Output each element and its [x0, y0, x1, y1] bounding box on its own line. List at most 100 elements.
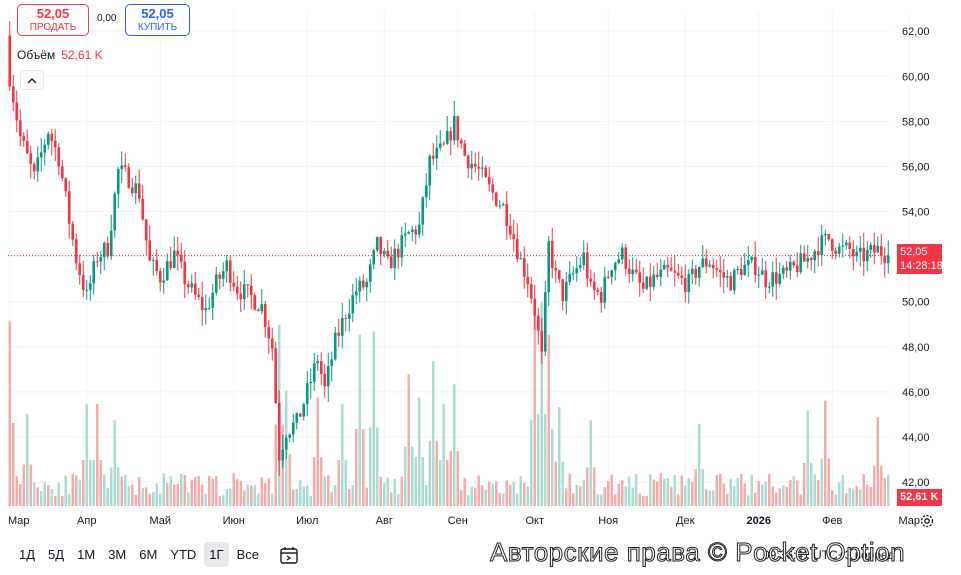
candle	[540, 317, 544, 364]
timeframe-5[interactable]: YTD	[170, 547, 197, 562]
candle	[620, 243, 624, 265]
candle	[221, 262, 225, 287]
volume-bar	[561, 461, 564, 506]
volume-bar	[768, 473, 771, 506]
volume-bar	[862, 474, 865, 506]
volume-bar	[414, 457, 417, 506]
candle	[242, 269, 246, 310]
volume-bar	[110, 467, 113, 506]
candle	[417, 211, 421, 239]
candle	[732, 268, 736, 295]
candle	[771, 261, 775, 297]
candle-body	[29, 153, 33, 164]
candle	[71, 221, 75, 246]
candle	[669, 256, 673, 272]
last-volume-tag: 52,61 K	[897, 489, 942, 506]
candle	[606, 270, 610, 279]
volume-legend-value: 52,61 K	[61, 48, 103, 62]
timeframe-1[interactable]: 5Д	[48, 547, 65, 562]
volume-bar	[747, 495, 750, 506]
volume-bar	[33, 482, 36, 506]
candle	[36, 146, 40, 182]
volume-bar	[257, 493, 260, 506]
volume-bar	[260, 477, 263, 506]
volume-bar	[883, 478, 886, 506]
clock-timezone[interactable]: 09:36:41 UTC+3 ворред	[763, 548, 894, 562]
volume-bar	[869, 487, 872, 506]
candle	[855, 245, 859, 262]
candle	[239, 281, 243, 313]
candle-body	[32, 163, 36, 172]
volume-bar	[85, 403, 88, 506]
volume-bar	[519, 476, 522, 506]
candle	[841, 233, 845, 258]
volume-bar	[684, 485, 687, 506]
candle	[347, 299, 351, 332]
candle	[774, 257, 778, 300]
candle-body	[407, 232, 411, 234]
volume-bar	[19, 484, 22, 506]
volume-bar	[670, 486, 673, 506]
candle	[64, 177, 68, 197]
candle-body	[253, 295, 257, 310]
candle	[781, 264, 785, 280]
candle	[795, 252, 799, 278]
volume-bar	[204, 493, 207, 506]
candle	[15, 90, 19, 133]
volume-bar	[586, 467, 589, 506]
volume-bar	[509, 484, 512, 506]
volume-bar	[180, 473, 183, 506]
candle-body	[337, 332, 341, 336]
candle-body	[200, 297, 204, 311]
candle	[886, 240, 890, 274]
timeframe-3[interactable]: 3М	[108, 547, 127, 562]
candle-body	[543, 292, 547, 352]
candle-body	[855, 251, 859, 257]
candle-body	[806, 258, 810, 262]
volume-bar	[229, 488, 232, 506]
volume-bar	[551, 428, 554, 506]
settings-icon[interactable]	[919, 513, 935, 529]
volume-bar	[523, 482, 526, 506]
timeframe-0[interactable]: 1Д	[19, 547, 36, 562]
candle-body	[827, 233, 831, 240]
candle-body	[529, 284, 533, 299]
candle-body	[123, 165, 127, 168]
candle	[43, 139, 47, 166]
candle-body	[78, 263, 82, 276]
candle-body	[484, 167, 488, 177]
candle-body	[757, 274, 761, 276]
timeframe-7[interactable]: Все	[236, 547, 259, 562]
candle	[295, 412, 299, 430]
volume-bar	[827, 458, 830, 506]
volume-bar	[323, 476, 326, 506]
candle-body	[183, 261, 187, 285]
volume-bar	[299, 480, 302, 506]
candle-body	[620, 247, 624, 260]
volume-bar	[736, 478, 739, 506]
candle-body	[876, 245, 880, 253]
volume-bar	[47, 485, 50, 506]
collapse-legend-button[interactable]	[20, 70, 44, 90]
candle	[491, 178, 495, 201]
candle-body	[641, 282, 645, 289]
timeframe-6[interactable]: 1Г	[204, 542, 229, 567]
sell-label: ПРОДАТЬ	[29, 21, 77, 33]
candle-body	[158, 271, 162, 283]
candle	[718, 255, 722, 288]
volume-bar	[866, 484, 869, 506]
candle	[410, 225, 414, 242]
volume-bar	[596, 494, 599, 506]
sell-button[interactable]: 52,05 ПРОДАТЬ	[17, 4, 89, 36]
volume-bar	[404, 446, 407, 506]
candle-body	[750, 256, 754, 261]
candle-body	[837, 246, 841, 254]
buy-label: КУПИТЬ	[137, 21, 178, 33]
timeframe-4[interactable]: 6М	[139, 547, 158, 562]
buy-button[interactable]: 52,05 КУПИТЬ	[125, 4, 190, 36]
timeframe-2[interactable]: 1М	[77, 547, 96, 562]
date-range-icon[interactable]	[278, 544, 300, 566]
volume-bar	[607, 481, 610, 506]
candle-body	[575, 267, 579, 274]
